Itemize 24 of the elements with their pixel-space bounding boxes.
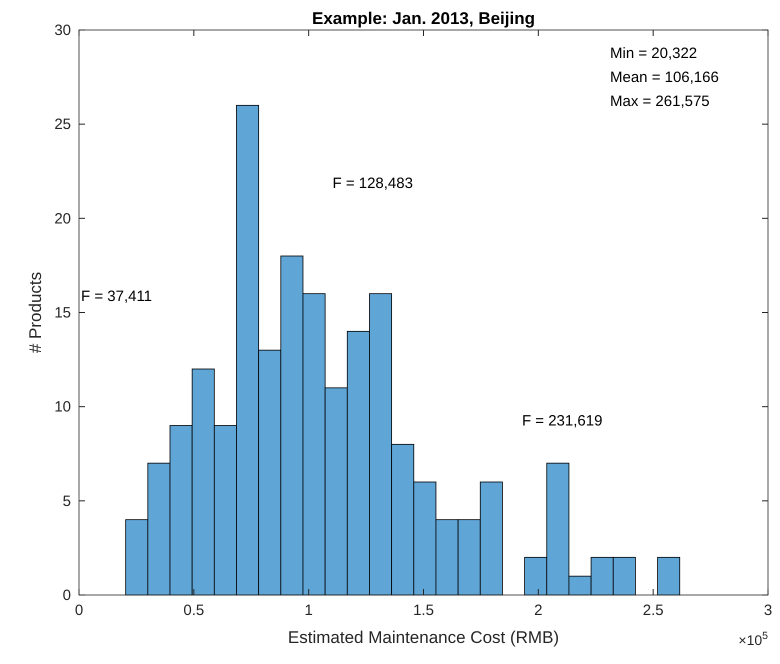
- x-tick-label: 2.5: [642, 602, 664, 619]
- y-tick-label: 25: [54, 116, 71, 134]
- y-tick-label: 20: [54, 210, 71, 228]
- annotation: F = 231,619: [522, 412, 602, 430]
- annotation: F = 37,411: [81, 288, 152, 306]
- annotation: Max = 261,575: [610, 93, 710, 110]
- chart-title: Example: Jan. 2013, Beijing: [312, 9, 535, 28]
- y-tick-label: 10: [54, 398, 71, 416]
- annotation: F = 128,483: [332, 175, 413, 192]
- annotation: Mean = 106,166: [610, 69, 719, 86]
- x-tick-label: 0.5: [183, 602, 204, 619]
- text: ×10$^{5}$: [738, 630, 768, 648]
- x-tick-label: 1.5: [413, 602, 434, 619]
- x-tick-label: 3: [764, 602, 772, 619]
- annotation: Min = 20,322: [610, 45, 698, 62]
- y-tick-label: 5: [62, 492, 71, 510]
- y-tick-label: 30: [54, 22, 71, 39]
- x-tick-label: 2: [534, 602, 543, 619]
- x-tick-label: 1: [304, 602, 313, 619]
- y-axis-title: # Products: [26, 272, 45, 354]
- y-tick-label: 15: [54, 304, 71, 322]
- x-axis-title: Estimated Maintenance Cost (RMB): [288, 628, 560, 647]
- y-tick-label: 0: [62, 587, 71, 604]
- x-tick-label: 0: [74, 602, 84, 619]
